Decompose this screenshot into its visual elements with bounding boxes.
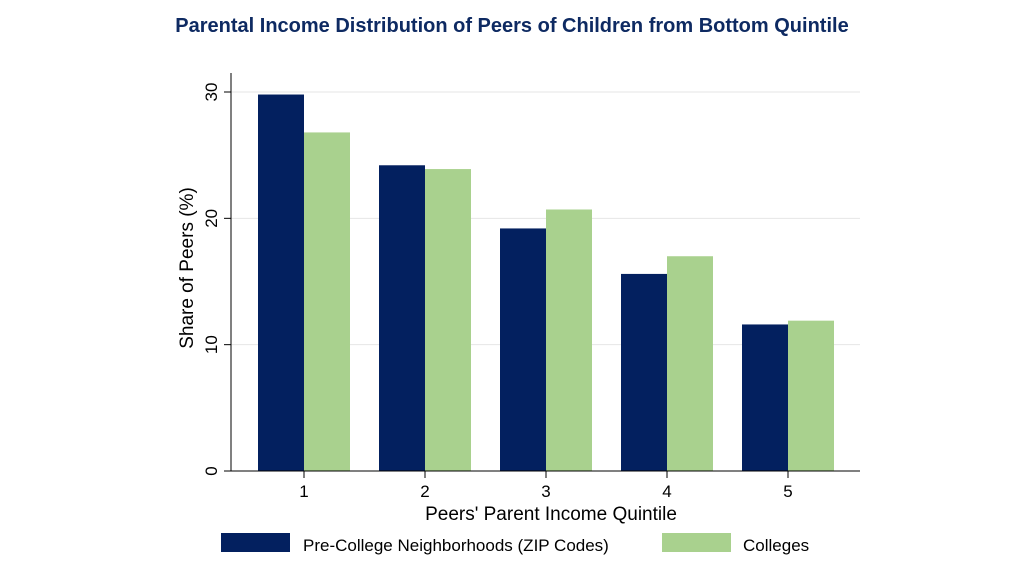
bar-series-1-cat-1 xyxy=(258,94,304,471)
bar-series-2-cat-4 xyxy=(667,256,713,471)
x-tick-label: 2 xyxy=(420,482,429,501)
x-axis-label: Peers' Parent Income Quintile xyxy=(425,504,677,525)
y-tick-label: 30 xyxy=(202,83,221,102)
bar-series-1-cat-2 xyxy=(379,165,425,472)
y-tick-label: 0 xyxy=(202,466,221,475)
bar-series-2-cat-1 xyxy=(304,132,350,471)
legend-label-series-1: Pre-College Neighborhoods (ZIP Codes) xyxy=(303,536,609,555)
ticks: 0 10 20 30 1 2 3 4 5 xyxy=(202,83,793,501)
bar-series-1-cat-3 xyxy=(500,228,546,471)
legend-swatch-series-2 xyxy=(662,533,731,552)
bar-series-2-cat-2 xyxy=(425,169,471,471)
y-axis-label: Share of Peers (%) xyxy=(177,187,198,349)
x-tick-label: 4 xyxy=(662,482,671,501)
legend-swatch-series-1 xyxy=(221,533,290,552)
chart-title: Parental Income Distribution of Peers of… xyxy=(175,15,849,37)
legend-label-series-2: Colleges xyxy=(743,536,809,555)
y-tick-label: 10 xyxy=(202,335,221,354)
bar-series-2-cat-3 xyxy=(546,209,592,472)
legend: Pre-College Neighborhoods (ZIP Codes) Co… xyxy=(221,533,809,555)
y-tick-label: 20 xyxy=(202,209,221,228)
bars xyxy=(258,94,834,472)
bar-series-2-cat-5 xyxy=(788,320,834,471)
x-tick-label: 3 xyxy=(541,482,550,501)
x-tick-label: 5 xyxy=(783,482,792,501)
bar-series-1-cat-5 xyxy=(742,324,788,471)
bar-series-1-cat-4 xyxy=(621,273,667,471)
x-tick-label: 1 xyxy=(299,482,308,501)
